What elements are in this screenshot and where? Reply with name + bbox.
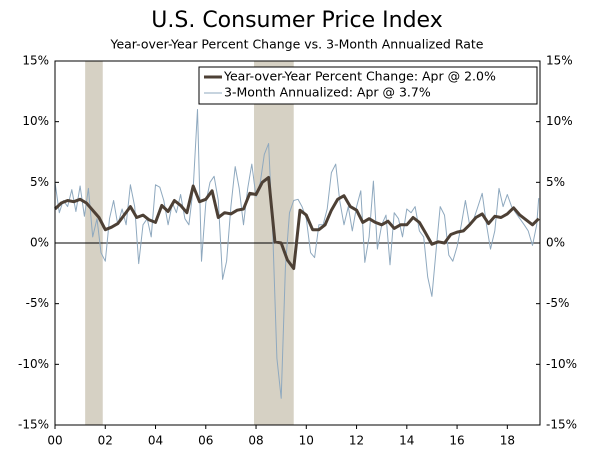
x-tick-label: 10 xyxy=(299,434,314,448)
y2-tick-label: -15% xyxy=(546,418,577,432)
y-tick-label: 5% xyxy=(30,175,49,189)
y2-tick-label: 10% xyxy=(546,114,573,128)
series-line xyxy=(54,109,540,399)
x-tick-label: 08 xyxy=(248,434,263,448)
chart-title: U.S. Consumer Price Index xyxy=(151,8,442,33)
y-tick-label: -15% xyxy=(18,418,49,432)
legend-label: Year-over-Year Percent Change: Apr @ 2.0… xyxy=(223,69,496,84)
y2-tick-label: -10% xyxy=(546,357,577,371)
y2-tick-label: -5% xyxy=(546,296,569,310)
x-tick-label: 04 xyxy=(148,434,163,448)
y2-tick-label: 15% xyxy=(546,54,573,68)
x-tick-label: 06 xyxy=(198,434,213,448)
x-tick-label: 14 xyxy=(399,434,414,448)
y-tick-label: 10% xyxy=(22,114,49,128)
chart-subtitle: Year-over-Year Percent Change vs. 3-Mont… xyxy=(109,37,483,52)
y2-tick-label: 5% xyxy=(546,175,565,189)
x-tick-label: 02 xyxy=(98,434,113,448)
y-tick-label: 0% xyxy=(30,236,49,250)
x-tick-label: 12 xyxy=(349,434,364,448)
y-tick-label: -10% xyxy=(18,357,49,371)
x-tick-label: 16 xyxy=(449,434,464,448)
series-line xyxy=(53,176,540,270)
y-tick-label: -5% xyxy=(26,296,49,310)
x-tick-label: 00 xyxy=(47,434,62,448)
plot-frame xyxy=(54,60,541,426)
legend-label: 3-Month Annualized: Apr @ 3.7% xyxy=(224,85,431,100)
legend-box xyxy=(198,66,538,105)
y-tick-label: 15% xyxy=(22,54,49,68)
y2-tick-label: 0% xyxy=(546,236,565,250)
x-tick-label: 18 xyxy=(500,434,515,448)
